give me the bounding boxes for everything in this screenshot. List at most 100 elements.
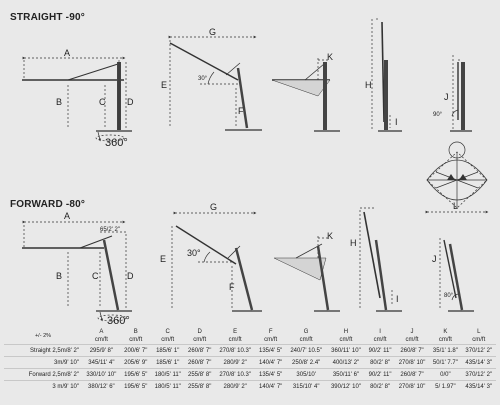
cell: 270/8' 10.3" bbox=[214, 344, 256, 357]
cell: 270/8' 10.3" bbox=[214, 368, 256, 381]
cell: 240/7' 10.5" bbox=[285, 344, 327, 357]
cell: 255/8' 8" bbox=[184, 368, 215, 381]
cell: 180/5' 11" bbox=[150, 380, 185, 392]
label-G-top: G bbox=[209, 27, 216, 37]
cell: 260/8' 7" bbox=[184, 344, 215, 357]
cell: 50/1' 7.7" bbox=[429, 356, 462, 369]
label-H-top: H bbox=[365, 80, 372, 90]
table-row: Forward 2,5m/8' 2" 330/10' 10" 195/6' 5"… bbox=[4, 368, 496, 381]
cell: 270/8' 10" bbox=[394, 380, 430, 392]
forward-side-view bbox=[22, 220, 132, 322]
cell: 435/14' 3" bbox=[461, 356, 496, 369]
label-L: L bbox=[453, 201, 458, 211]
label-E-top: E bbox=[161, 80, 167, 90]
cell: 380/12' 6" bbox=[82, 380, 121, 392]
cell: 140/4' 7" bbox=[255, 380, 286, 392]
label-F-top: F bbox=[238, 106, 244, 116]
cell: 80/2' 8" bbox=[365, 380, 395, 392]
table-row: 3 m/9' 10" 380/12' 6" 195/6' 5" 180/5' 1… bbox=[4, 380, 496, 392]
cell: 350/11' 6" bbox=[326, 368, 366, 381]
cell: 260/8' 7" bbox=[394, 344, 430, 357]
cell: 185/6' 1" bbox=[150, 344, 185, 357]
label-F-bottom: F bbox=[229, 282, 235, 292]
label-A-top: A bbox=[64, 48, 70, 58]
cell: 90/2' 11" bbox=[365, 344, 395, 357]
cell: 305/10' bbox=[285, 368, 327, 381]
cell: 135/4' 5" bbox=[255, 344, 286, 357]
angle-label-bottom: 30° bbox=[187, 248, 201, 258]
straight-front-view bbox=[450, 55, 472, 132]
cell: 195/6' 5" bbox=[120, 380, 151, 392]
angle-label-top: 30° bbox=[198, 76, 208, 82]
cell: 250/8' 2.4" bbox=[285, 356, 327, 369]
cell: 260/8' 7" bbox=[184, 356, 215, 369]
straight-canopy-view bbox=[271, 58, 340, 132]
label-C-top: C bbox=[99, 97, 106, 107]
cell: 140/4' 7" bbox=[255, 356, 286, 369]
cell: 435/14' 3" bbox=[461, 380, 496, 392]
row-label: Forward 2,5m/8' 2" bbox=[4, 368, 82, 381]
cell: 345/11' 4" bbox=[82, 356, 121, 369]
forward-canopy-view bbox=[273, 236, 340, 312]
label-D-bottom: D bbox=[127, 271, 134, 281]
straight-tilt-view bbox=[168, 35, 262, 131]
label-H-bottom: H bbox=[350, 238, 357, 248]
label-B-bottom: B bbox=[56, 271, 62, 281]
label-D-top: D bbox=[127, 97, 134, 107]
table-row: Straight 2,5m/8' 2" 295/9' 8" 200/6' 7" … bbox=[4, 344, 496, 357]
umbrella-diagrams: A B C D 360° G E F 30° K H I bbox=[22, 18, 489, 327]
straight-side-view bbox=[22, 56, 132, 142]
rotation-label-top: 360° bbox=[105, 137, 128, 149]
cell: 295/9' 8" bbox=[82, 344, 121, 357]
label-J-top: J bbox=[444, 92, 449, 102]
label-G-bottom: G bbox=[210, 202, 217, 212]
plan-view bbox=[425, 141, 489, 214]
label-K-bottom: K bbox=[327, 231, 333, 241]
cell: 35/1' 1.8" bbox=[429, 344, 462, 357]
cell: 360/11' 10" bbox=[326, 344, 366, 357]
section-title-forward: FORWARD -80° bbox=[10, 199, 86, 210]
section-title-straight: STRAIGHT -90° bbox=[10, 12, 85, 23]
angle-80-label: 80° bbox=[444, 293, 454, 299]
tolerance-header: +/- 2% bbox=[34, 333, 52, 339]
label-I-top: I bbox=[395, 117, 398, 127]
cell: 260/8' 7" bbox=[394, 368, 430, 381]
row-label: 3m/9' 10" bbox=[4, 356, 82, 369]
cell: 255/8' 8" bbox=[184, 380, 215, 392]
label-J-bottom: J bbox=[432, 254, 437, 264]
rotation-label-bottom: 360° bbox=[107, 315, 130, 327]
label-I-bottom: I bbox=[396, 294, 399, 304]
cell: 80/2' 8" bbox=[365, 356, 395, 369]
cell: 370/12' 2" bbox=[461, 344, 496, 357]
cell: 180/5' 11" bbox=[150, 368, 185, 381]
offset-label: 65/2' 2" bbox=[100, 227, 120, 233]
table-row: 3m/9' 10" 345/11' 4" 205/6' 9" 185/6' 1"… bbox=[4, 356, 496, 369]
angle-90-label: 90° bbox=[433, 112, 443, 118]
label-K-top: K bbox=[327, 52, 333, 62]
row-label: Straight 2,5m/8' 2" bbox=[4, 344, 82, 357]
cell: 390/12' 10" bbox=[326, 380, 366, 392]
cell: 195/6' 5" bbox=[120, 368, 151, 381]
cell: 200/6' 7" bbox=[120, 344, 151, 357]
label-E-bottom: E bbox=[160, 254, 166, 264]
cell: 205/6' 9" bbox=[120, 356, 151, 369]
forward-closed-view bbox=[359, 207, 402, 312]
cell: 370/12' 2" bbox=[461, 368, 496, 381]
cell: 185/6' 1" bbox=[150, 356, 185, 369]
cell: 270/8' 10" bbox=[394, 356, 430, 369]
cell: 330/10' 10" bbox=[82, 368, 121, 381]
